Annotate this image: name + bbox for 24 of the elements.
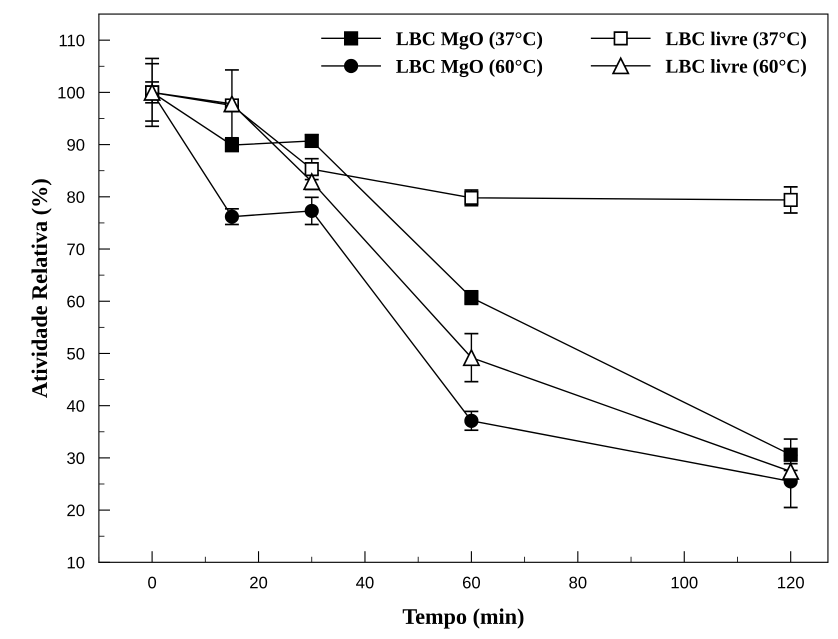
x-tick-label: 40 bbox=[356, 576, 374, 588]
y-tick-label: 10 bbox=[68, 556, 84, 569]
y-axis-title: Atividade Relativa (%) bbox=[31, 179, 52, 398]
x-axis-title: Tempo (min) bbox=[402, 608, 524, 629]
x-tick-label: 0 bbox=[148, 576, 156, 588]
x-tick-label: 20 bbox=[250, 576, 268, 588]
legend-label: LBC MgO (60°C) bbox=[396, 59, 542, 78]
x-tick-label: 60 bbox=[462, 576, 480, 588]
y-tick-label: 90 bbox=[67, 139, 84, 151]
x-tick-label: 120 bbox=[778, 576, 804, 588]
y-tick-label: 60 bbox=[67, 296, 84, 308]
y-tick-label: 20 bbox=[67, 504, 84, 516]
x-tick-label: 80 bbox=[569, 576, 586, 588]
y-tick-label: 30 bbox=[67, 452, 84, 464]
legend-label: LBC livre (60°C) bbox=[666, 59, 806, 77]
y-tick-label: 70 bbox=[67, 243, 84, 256]
y-tick-label: 100 bbox=[58, 86, 84, 99]
legend-label: LBC livre (37°C) bbox=[666, 32, 806, 50]
y-tick-label: 110 bbox=[60, 34, 84, 46]
y-tick-label: 80 bbox=[67, 191, 84, 204]
legend-label: LBC MgO (37°C) bbox=[396, 32, 542, 50]
x-tick-label: 100 bbox=[672, 576, 698, 588]
y-tick-label: 40 bbox=[66, 400, 84, 412]
y-tick-label: 50 bbox=[67, 348, 84, 360]
